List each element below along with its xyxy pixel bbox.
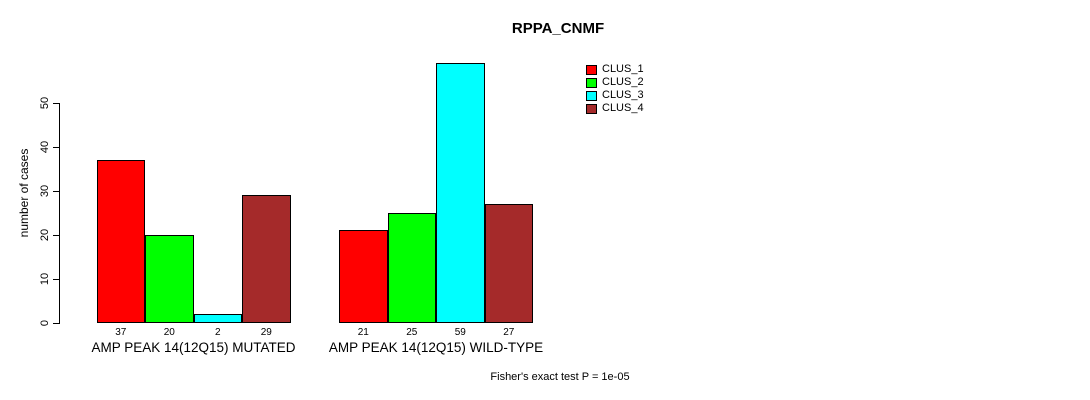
legend-swatch-icon — [586, 90, 597, 101]
legend-label: CLUS_3 — [602, 89, 644, 101]
y-axis-title: number of cases — [17, 148, 31, 238]
bar-value-label: 2 — [214, 327, 221, 338]
legend-item-clus_3: CLUS_3 — [586, 89, 644, 102]
bar-clus_2-group1 — [145, 234, 194, 323]
y-tick — [53, 190, 59, 192]
y-axis-line — [59, 102, 60, 324]
bar-clus_4-group1 — [242, 195, 291, 323]
y-tick-label: 50 — [39, 96, 51, 109]
bar-value-label: 20 — [163, 327, 175, 338]
bar-clus_3-group2 — [436, 62, 485, 323]
y-tick — [53, 234, 59, 236]
legend-swatch-icon — [586, 64, 597, 75]
legend-swatch-icon — [586, 103, 597, 114]
y-tick-label: 0 — [39, 319, 51, 327]
bar-clus_3-group1 — [193, 314, 242, 323]
bar-clus_2-group2 — [387, 212, 436, 323]
bar-clus_1-group2 — [339, 230, 388, 323]
bar-value-label: 29 — [260, 327, 272, 338]
legend-item-clus_2: CLUS_2 — [586, 76, 644, 89]
legend-item-clus_1: CLUS_1 — [586, 63, 644, 76]
y-tick — [53, 323, 59, 324]
y-tick — [53, 146, 59, 148]
group-label: AMP PEAK 14(12Q15) WILD-TYPE — [328, 340, 544, 355]
legend-label: CLUS_4 — [602, 102, 644, 114]
legend-label: CLUS_2 — [602, 76, 644, 88]
chart-title: RPPA_CNMF — [511, 20, 605, 37]
y-tick-label: 20 — [39, 228, 51, 241]
bar-value-label: 59 — [454, 327, 466, 338]
y-tick — [53, 102, 59, 104]
bar-value-label: 21 — [357, 327, 369, 338]
bar-clus_1-group1 — [96, 159, 145, 323]
bar-clus_4-group2 — [484, 203, 533, 323]
y-tick-label: 40 — [39, 140, 51, 153]
group-label: AMP PEAK 14(12Q15) MUTATED — [91, 340, 296, 355]
legend-swatch-icon — [586, 77, 597, 88]
y-tick-label: 10 — [39, 272, 51, 286]
legend-label: CLUS_1 — [602, 63, 644, 75]
bar-value-label: 37 — [115, 327, 127, 338]
bar-value-label: 27 — [503, 327, 515, 338]
y-tick-label: 30 — [39, 184, 51, 197]
legend: CLUS_1 CLUS_2 CLUS_3 CLUS_4 — [586, 63, 644, 115]
legend-item-clus_4: CLUS_4 — [586, 102, 644, 115]
y-tick — [53, 278, 59, 280]
bar-value-label: 25 — [406, 327, 418, 338]
pvalue-footnote: Fisher's exact test P = 1e-05 — [490, 371, 630, 383]
